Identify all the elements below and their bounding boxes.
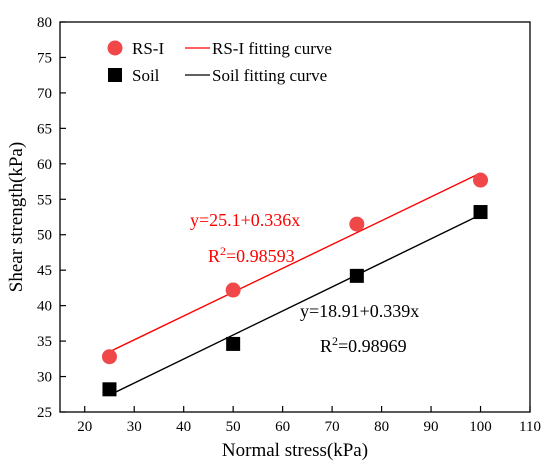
x-tick-label: 20 xyxy=(77,419,92,435)
legend-label-soil-fit: Soil fitting curve xyxy=(212,66,327,85)
x-tick-label: 70 xyxy=(325,419,340,435)
x-tick-label: 50 xyxy=(226,419,241,435)
y-tick-label: 50 xyxy=(37,228,52,244)
fitting-lines xyxy=(109,172,481,396)
x-axis-title: Normal stress(kPa) xyxy=(222,440,368,461)
soil-data-point xyxy=(226,336,241,351)
y-tick-label: 45 xyxy=(37,263,52,279)
x-tick-label: 110 xyxy=(519,419,541,435)
axis-ticks: 20 30 40 50 60 70 80 90 100 110 25 30 35 40 45 50 55 60 65… xyxy=(37,15,541,435)
fit-line-soil xyxy=(109,214,481,396)
soil-data-point xyxy=(473,205,488,220)
plot-frame xyxy=(59,21,531,413)
legend-marker-soil xyxy=(108,68,122,82)
y-tick-label: 65 xyxy=(37,121,52,137)
data-points xyxy=(101,172,489,397)
y-tick-label: 25 xyxy=(37,405,52,421)
rs1-data-point xyxy=(225,282,241,298)
rs1-data-point xyxy=(349,216,365,232)
y-tick-label: 30 xyxy=(37,370,52,386)
y-tick-label: 70 xyxy=(37,86,52,102)
soil-equation-label: y=18.91+0.339x xyxy=(300,301,419,321)
rs1-data-point xyxy=(101,349,117,365)
x-tick-label: 40 xyxy=(176,419,191,435)
y-tick-label: 80 xyxy=(37,15,52,31)
rs1-equation-label: y=25.1+0.336x xyxy=(190,210,300,230)
x-tick-label: 30 xyxy=(127,419,142,435)
legend-label-rs1: RS-I xyxy=(132,39,164,58)
y-axis-title: Shear strength(kPa) xyxy=(6,142,27,292)
soil-r2-label: R2=0.98969 xyxy=(320,334,407,356)
rs1-r2-label: R2=0.98593 xyxy=(208,244,295,266)
soil-data-point xyxy=(349,268,364,283)
y-tick-label: 75 xyxy=(37,50,52,66)
legend: RS-I RS-I fitting curve Soil Soil fittin… xyxy=(107,39,332,85)
soil-data-point xyxy=(102,382,117,397)
y-tick-label: 35 xyxy=(37,334,52,350)
legend-label-rs1-fit: RS-I fitting curve xyxy=(212,39,332,58)
fit-line-rs1 xyxy=(109,172,481,353)
y-tick-label: 60 xyxy=(37,157,52,173)
rs1-data-point xyxy=(473,172,489,188)
legend-marker-rs1 xyxy=(107,40,123,56)
x-tick-label: 100 xyxy=(469,419,492,435)
y-tick-label: 40 xyxy=(37,299,52,315)
x-tick-label: 80 xyxy=(374,419,389,435)
x-tick-label: 90 xyxy=(424,419,439,435)
legend-label-soil: Soil xyxy=(132,66,160,85)
x-tick-label: 60 xyxy=(275,419,290,435)
y-tick-label: 55 xyxy=(37,192,52,208)
